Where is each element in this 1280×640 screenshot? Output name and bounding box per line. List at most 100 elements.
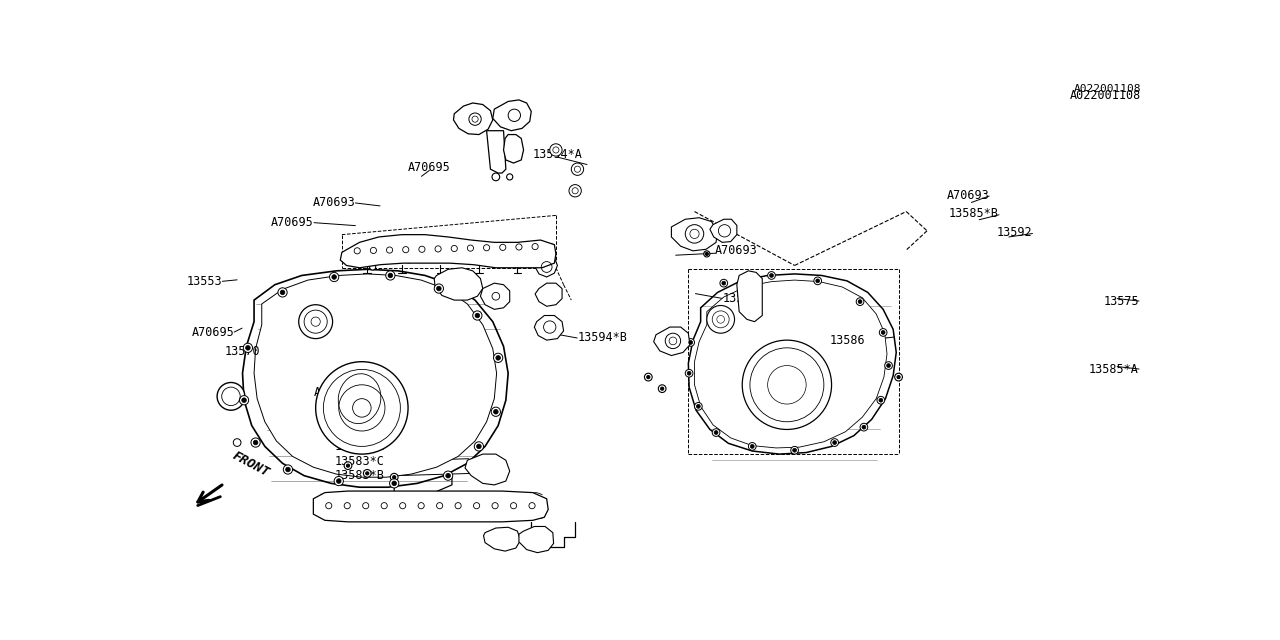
Circle shape [685, 369, 692, 377]
Circle shape [856, 298, 864, 305]
Circle shape [722, 281, 726, 285]
Circle shape [494, 353, 503, 362]
Polygon shape [695, 280, 887, 448]
Text: 13594*B: 13594*B [577, 332, 627, 344]
Circle shape [877, 396, 884, 404]
Circle shape [435, 246, 442, 252]
Circle shape [383, 239, 390, 246]
Circle shape [499, 244, 506, 250]
Polygon shape [480, 283, 509, 309]
Text: FRONT: FRONT [230, 449, 271, 479]
Circle shape [791, 447, 799, 454]
Circle shape [218, 383, 244, 410]
Polygon shape [314, 491, 548, 522]
Circle shape [233, 438, 241, 447]
Circle shape [285, 467, 291, 472]
Circle shape [387, 247, 393, 253]
Circle shape [468, 113, 481, 125]
Circle shape [385, 271, 396, 280]
Circle shape [707, 305, 735, 333]
Circle shape [484, 244, 490, 251]
Circle shape [507, 174, 513, 180]
Circle shape [332, 275, 337, 279]
Polygon shape [340, 235, 556, 268]
Polygon shape [654, 327, 690, 356]
Polygon shape [672, 218, 718, 251]
Circle shape [381, 502, 388, 509]
Text: 13583*C: 13583*C [335, 454, 385, 468]
Polygon shape [535, 255, 558, 277]
Text: A70693: A70693 [946, 189, 989, 202]
Text: 13570: 13570 [224, 346, 260, 358]
Circle shape [644, 373, 652, 381]
Circle shape [355, 248, 361, 254]
Text: 13594*A: 13594*A [532, 148, 582, 161]
Text: 13585*B: 13585*B [948, 207, 998, 220]
Circle shape [364, 470, 371, 477]
Polygon shape [710, 220, 737, 243]
Circle shape [858, 300, 861, 303]
Polygon shape [484, 527, 521, 551]
Polygon shape [486, 131, 506, 173]
Circle shape [399, 502, 406, 509]
Circle shape [472, 311, 483, 320]
Circle shape [475, 442, 484, 451]
Circle shape [646, 376, 650, 379]
Circle shape [494, 410, 498, 414]
Circle shape [881, 330, 884, 334]
Circle shape [334, 476, 343, 486]
Circle shape [895, 373, 902, 381]
Circle shape [474, 502, 480, 509]
Circle shape [392, 481, 397, 486]
Circle shape [454, 502, 461, 509]
Circle shape [251, 438, 260, 447]
Polygon shape [434, 268, 483, 300]
Polygon shape [737, 271, 763, 322]
Circle shape [242, 398, 246, 403]
Circle shape [705, 252, 708, 255]
Circle shape [792, 449, 796, 452]
Text: A70695: A70695 [408, 161, 451, 175]
Circle shape [516, 244, 522, 250]
Circle shape [476, 444, 481, 449]
Circle shape [769, 273, 773, 277]
Circle shape [532, 243, 538, 250]
Circle shape [370, 247, 376, 253]
Circle shape [246, 346, 250, 350]
Circle shape [467, 245, 474, 252]
Circle shape [278, 288, 287, 297]
Circle shape [492, 173, 499, 180]
Circle shape [712, 429, 719, 436]
Circle shape [243, 343, 252, 353]
Text: 13583*B: 13583*B [335, 470, 385, 483]
Circle shape [362, 502, 369, 509]
Polygon shape [242, 269, 508, 487]
Text: 13553: 13553 [187, 275, 223, 288]
Circle shape [283, 465, 293, 474]
Circle shape [511, 502, 517, 509]
Polygon shape [465, 454, 509, 485]
Polygon shape [689, 274, 896, 454]
Circle shape [879, 398, 883, 402]
Circle shape [344, 502, 351, 509]
Text: 13592: 13592 [997, 225, 1033, 239]
Circle shape [860, 423, 868, 431]
Circle shape [239, 396, 248, 405]
Circle shape [298, 305, 333, 339]
Circle shape [689, 340, 692, 344]
Circle shape [714, 431, 718, 435]
Circle shape [495, 356, 500, 360]
Circle shape [529, 502, 535, 509]
Circle shape [436, 502, 443, 509]
Circle shape [658, 385, 666, 392]
Circle shape [571, 163, 584, 175]
Circle shape [419, 246, 425, 252]
Circle shape [325, 502, 332, 509]
Circle shape [570, 184, 581, 197]
Text: A022001108: A022001108 [1074, 84, 1140, 94]
Circle shape [366, 472, 369, 475]
Circle shape [475, 313, 480, 318]
Circle shape [337, 479, 340, 483]
Circle shape [329, 273, 339, 282]
Circle shape [887, 364, 891, 367]
